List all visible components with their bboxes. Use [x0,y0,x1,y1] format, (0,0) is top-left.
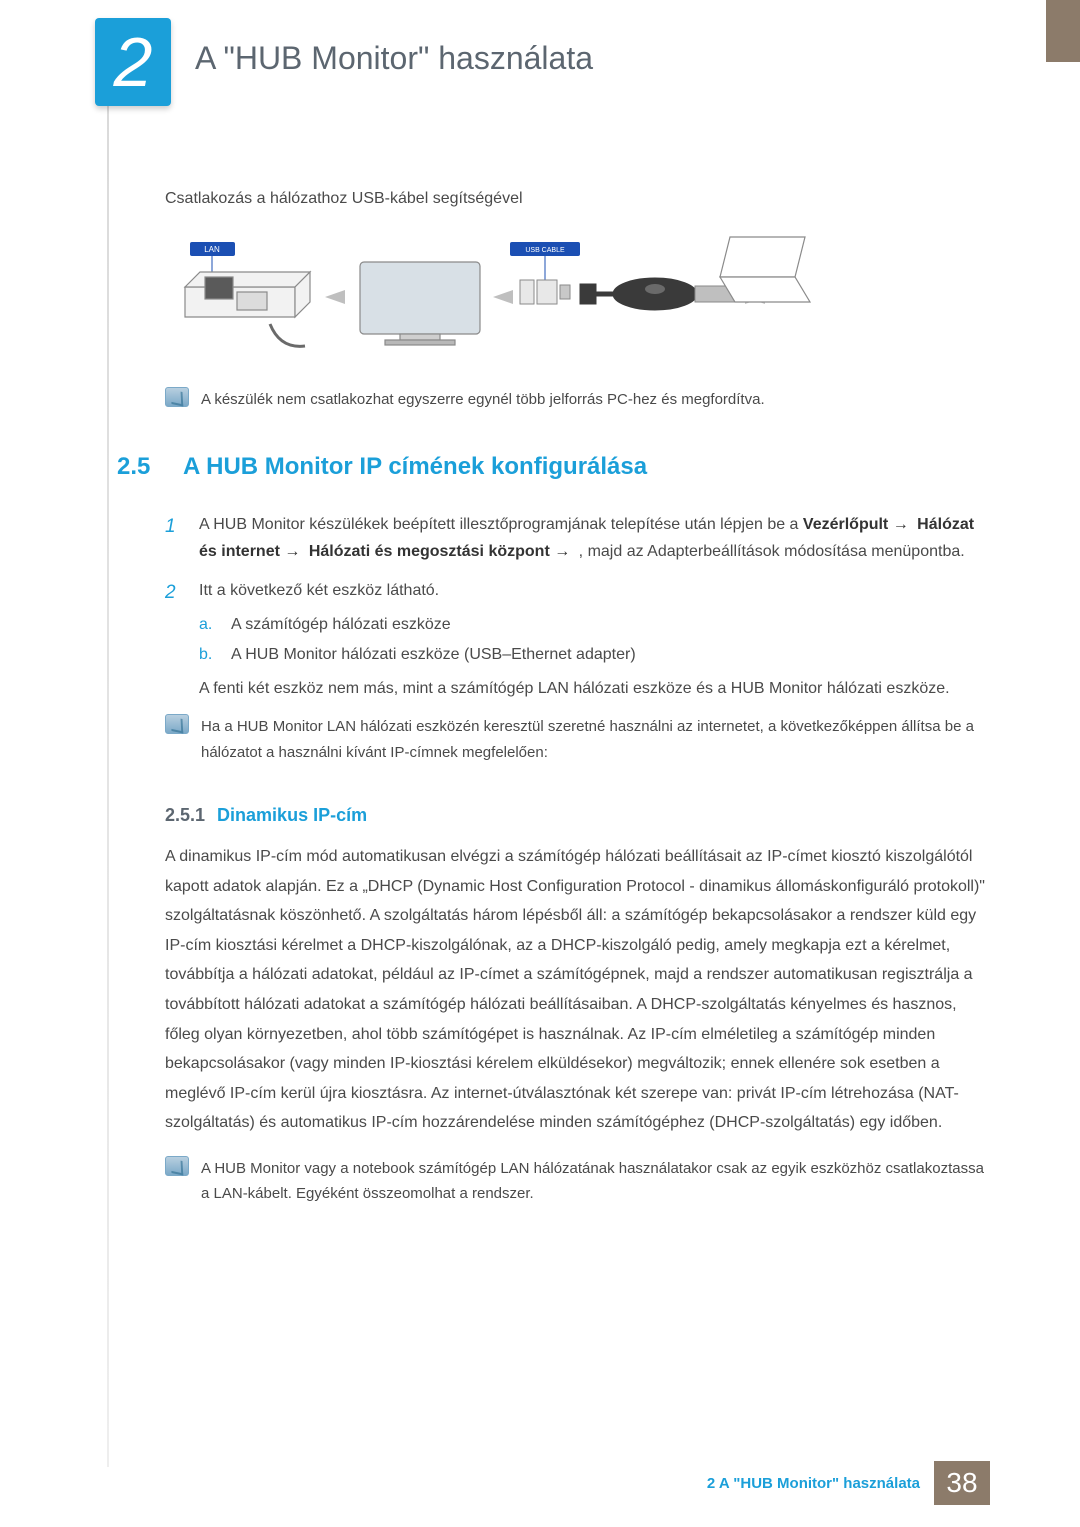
note-icon [165,387,189,407]
step1-b3: Hálózati és megosztási központ [309,543,550,560]
note-3: A HUB Monitor vagy a notebook számítógép… [165,1156,990,1207]
section-number: 2.5 [117,453,165,481]
step2-a-label: a. [199,610,221,640]
step1-pre: A HUB Monitor készülékek beépített illes… [199,516,803,533]
note-3-text: A HUB Monitor vagy a notebook számítógép… [201,1156,990,1207]
section-title: A HUB Monitor IP címének konfigurálása [183,453,647,481]
step2-a: a. A számítógép hálózati eszköze [199,610,990,640]
section-heading: 2.5 A HUB Monitor IP címének konfigurálá… [117,453,990,481]
note-icon [165,1156,189,1176]
step2-b-text: A HUB Monitor hálózati eszköze (USB–Ethe… [231,640,636,670]
step-2-num: 2 [165,577,185,702]
note-2: Ha a HUB Monitor LAN hálózati eszközén k… [165,714,990,765]
note-1: A készülék nem csatlakozhat egyszerre eg… [165,387,990,413]
left-rule [107,20,109,1467]
page-content: Csatlakozás a hálózathoz USB-kábel segít… [165,190,990,1247]
step-1: 1 A HUB Monitor készülékek beépített ill… [165,511,990,565]
note-2-text: Ha a HUB Monitor LAN hálózati eszközén k… [201,714,990,765]
step1-post: , majd az Adapterbeállítások módosítása … [579,543,965,560]
page-footer: 2 A "HUB Monitor" használata 38 [707,1461,990,1505]
body-paragraph: A dinamikus IP-cím mód automatikusan elv… [165,842,990,1138]
lan-tag-text: LAN [204,245,220,254]
usb-tag-text: USB CABLE [525,247,565,254]
note-1-text: A készülék nem csatlakozhat egyszerre eg… [201,387,765,413]
step-1-num: 1 [165,511,185,565]
arrow-3: → [554,543,578,560]
arrow-1: → [893,516,917,533]
step1-b1: Vezérlőpult [803,516,888,533]
arrow-2: → [284,543,308,560]
footer-page-number: 38 [934,1461,990,1505]
step-2: 2 Itt a következő két eszköz látható. a.… [165,577,990,702]
step2-a-text: A számítógép hálózati eszköze [231,610,451,640]
step2-b-label: b. [199,640,221,670]
connection-diagram: LAN USB CABLE [175,232,815,362]
subsection-heading: 2.5.1 Dinamikus IP-cím [165,805,990,826]
note-icon [165,714,189,734]
chapter-number-badge: 2 [95,18,171,106]
step-2-text: Itt a következő két eszköz látható. a. A… [199,577,990,702]
step-1-text: A HUB Monitor készülékek beépített illes… [199,511,990,565]
subsection-title: Dinamikus IP-cím [217,805,367,826]
step2-b: b. A HUB Monitor hálózati eszköze (USB–E… [199,640,990,670]
subsection-number: 2.5.1 [165,805,205,826]
footer-text: 2 A "HUB Monitor" használata [707,1475,934,1492]
corner-stripe [1046,0,1080,62]
intro-text: Csatlakozás a hálózathoz USB-kábel segít… [165,190,990,208]
steps-list: 1 A HUB Monitor készülékek beépített ill… [165,511,990,703]
step2-lead: Itt a következő két eszköz látható. [199,577,990,604]
chapter-title: A "HUB Monitor" használata [195,40,593,77]
step2-tail: A fenti két eszköz nem más, mint a számí… [199,675,990,702]
